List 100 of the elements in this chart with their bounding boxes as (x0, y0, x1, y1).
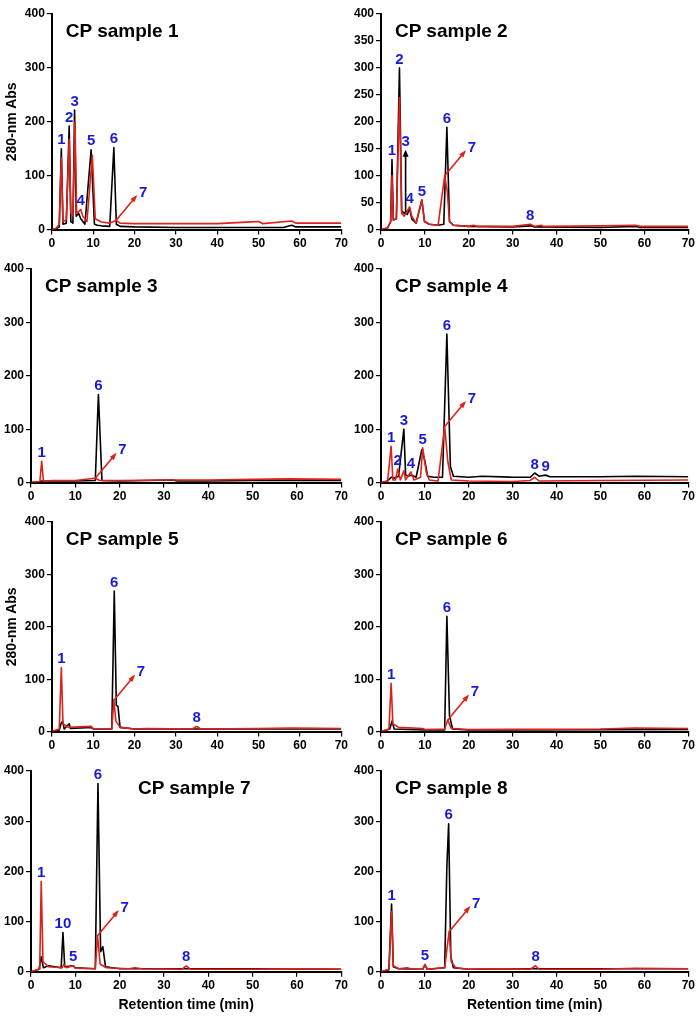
annotation: 7 (138, 182, 148, 200)
y-tick-label: 300 (353, 813, 375, 828)
y-tick-label: 100 (353, 913, 375, 928)
x-tick-label: 60 (637, 978, 652, 993)
x-tick-label: 10 (68, 489, 83, 504)
x-tick-label: 0 (48, 738, 56, 753)
x-tick-label: 40 (201, 978, 216, 993)
x-tick-label: 0 (48, 236, 56, 251)
annotation: 6 (442, 108, 452, 126)
x-tick-label: 30 (506, 738, 520, 753)
annotation: 6 (442, 315, 452, 333)
chart-title: CP sample 1 (65, 19, 179, 41)
y-tick-label: 300 (3, 314, 25, 329)
annotation: 1 (386, 427, 396, 445)
x-tick-label: 40 (549, 978, 564, 993)
x-tick-label: 60 (290, 489, 304, 504)
x-tick-label: 20 (462, 738, 476, 753)
x-tick-label: 20 (462, 236, 476, 251)
y-axis-title: 280-nm Abs (3, 587, 20, 667)
x-tick-label: 50 (245, 978, 260, 993)
annotation: 5 (417, 181, 427, 199)
y-tick-label: 0 (367, 474, 375, 489)
y-tick-label: 0 (17, 474, 25, 489)
chart-title: CP sample 7 (137, 776, 251, 798)
annotation: 8 (182, 947, 191, 965)
annotation: 7 (467, 388, 477, 406)
y-tick-label: 400 (353, 261, 375, 276)
y-tick-label: 150 (353, 141, 375, 156)
x-tick-label: 20 (113, 489, 127, 504)
y-tick-label: 100 (24, 671, 46, 686)
annotation: 6 (109, 129, 119, 147)
x-tick-label: 10 (68, 978, 83, 993)
annotation: 7 (467, 137, 477, 155)
annotation: 6 (94, 376, 103, 394)
y-tick-label: 0 (367, 723, 375, 738)
x-tick-label: 30 (506, 489, 520, 504)
annotation: 1 (57, 130, 66, 148)
x-tick-label: 30 (157, 978, 171, 993)
x-tick-label: 40 (549, 489, 564, 504)
x-tick-label: 70 (681, 978, 696, 993)
y-tick-label: 350 (353, 33, 375, 48)
x-tick-label: 70 (681, 489, 696, 504)
x-tick-label: 50 (593, 738, 608, 753)
x-tick-label: 20 (127, 236, 142, 251)
x-tick-label: 60 (290, 978, 304, 993)
y-tick-label: 100 (353, 168, 375, 183)
annotation: 8 (531, 947, 540, 965)
y-tick-label: 300 (353, 566, 375, 581)
x-tick-label: 40 (210, 738, 225, 753)
annotation: 6 (93, 765, 103, 783)
y-tick-label: 100 (353, 671, 375, 686)
annotation: 3 (70, 91, 79, 109)
x-tick-label: 40 (549, 236, 564, 251)
x-tick-label: 30 (169, 236, 183, 251)
y-tick-label: 0 (38, 221, 46, 236)
x-tick-label: 10 (418, 489, 432, 504)
y-tick-label: 400 (353, 763, 375, 778)
y-tick-label: 100 (24, 168, 46, 183)
y-tick-label: 200 (24, 114, 46, 129)
x-tick-label: 20 (462, 489, 476, 504)
x-tick-label: 30 (157, 489, 171, 504)
annotation: 8 (530, 454, 539, 472)
annotation: 1 (37, 863, 46, 881)
x-tick-label: 70 (334, 978, 349, 993)
x-tick-label: 70 (681, 236, 696, 251)
x-tick-label: 10 (418, 236, 432, 251)
x-tick-label: 70 (334, 738, 349, 753)
annotation: 5 (420, 945, 430, 963)
annotation: 1 (37, 442, 46, 460)
y-tick-label: 400 (24, 6, 46, 21)
x-tick-label: 10 (86, 236, 101, 251)
x-tick-label: 30 (506, 978, 520, 993)
y-tick-label: 400 (353, 514, 375, 529)
x-tick-label: 50 (251, 738, 266, 753)
x-tick-label: 30 (506, 236, 520, 251)
y-tick-label: 0 (38, 723, 46, 738)
x-tick-label: 50 (593, 236, 608, 251)
x-tick-label: 30 (169, 738, 183, 753)
annotation: 4 (406, 453, 416, 471)
y-tick-label: 300 (3, 813, 25, 828)
y-tick-label: 100 (353, 421, 375, 436)
y-tick-label: 400 (3, 261, 25, 276)
annotation: 2 (395, 49, 404, 67)
chart-title: CP sample 8 (395, 776, 508, 798)
y-tick-label: 200 (353, 619, 375, 634)
chart-title: CP sample 2 (395, 19, 508, 41)
annotation: 2 (65, 107, 74, 125)
annotation: 5 (68, 947, 78, 965)
annotation: 9 (541, 456, 550, 474)
y-tick-label: 0 (367, 964, 375, 979)
y-tick-label: 400 (3, 763, 25, 778)
annotation: 8 (192, 708, 201, 725)
y-tick-label: 400 (353, 6, 375, 21)
annotation: 3 (399, 410, 409, 428)
annotation: 7 (136, 662, 146, 680)
x-tick-label: 50 (251, 236, 266, 251)
y-tick-label: 300 (24, 566, 46, 581)
y-tick-label: 0 (17, 964, 25, 979)
x-tick-label: 0 (377, 738, 385, 753)
x-tick-label: 50 (593, 489, 608, 504)
